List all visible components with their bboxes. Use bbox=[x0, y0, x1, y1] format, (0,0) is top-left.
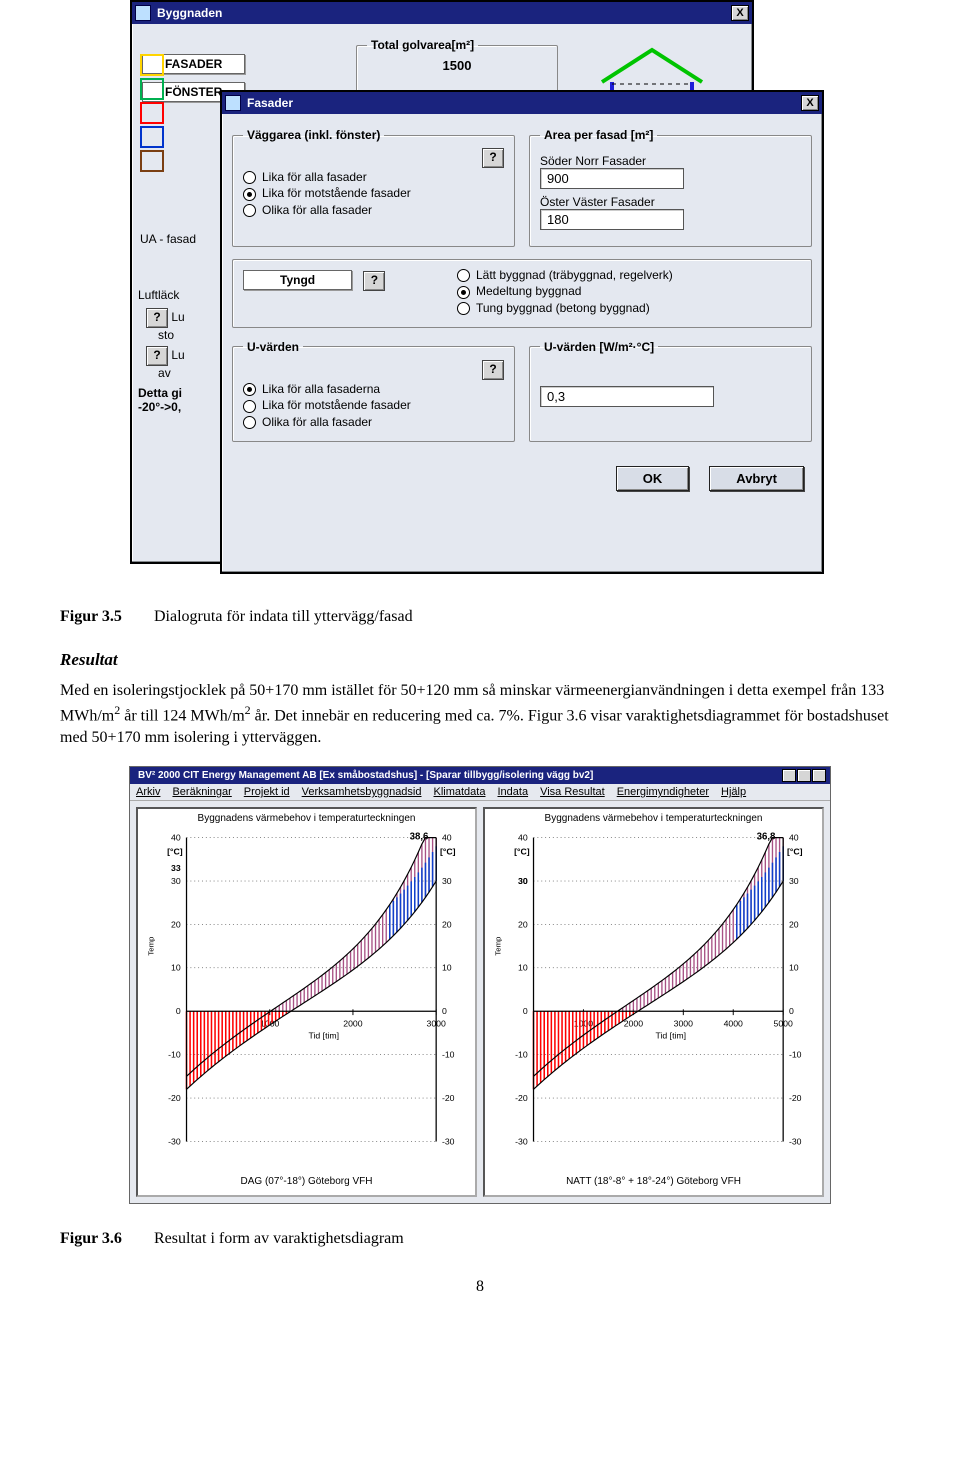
vaggarea-legend: Väggarea (inkl. fönster) bbox=[243, 128, 384, 142]
svg-text:10: 10 bbox=[442, 963, 452, 973]
titlebar-fasader: Fasader X bbox=[222, 92, 822, 114]
svg-text:20: 20 bbox=[789, 919, 799, 929]
svg-text:20: 20 bbox=[442, 919, 452, 929]
svg-text:-10: -10 bbox=[442, 1050, 455, 1060]
uvarden-legend: U-värden bbox=[243, 340, 303, 354]
total-area-label: Total golvarea[m²] bbox=[367, 38, 478, 52]
svg-text:Tid [tim]: Tid [tim] bbox=[656, 1030, 687, 1040]
help-button[interactable]: ? bbox=[363, 271, 385, 291]
svg-text:[°C]: [°C] bbox=[440, 847, 456, 857]
svg-text:0: 0 bbox=[789, 1006, 794, 1016]
menu-bar[interactable]: ArkivBeräkningarProjekt idVerksamhetsbyg… bbox=[130, 784, 830, 801]
u-value-input[interactable]: 0,3 bbox=[540, 386, 714, 407]
app-icon bbox=[135, 5, 151, 21]
uvarden-group-legend: U-värden [W/m²·°C] bbox=[540, 340, 658, 354]
area-per-fasad-legend: Area per fasad [m²] bbox=[540, 128, 657, 142]
radio-option[interactable]: Lika för motstående fasader bbox=[243, 186, 504, 200]
svg-text:0: 0 bbox=[442, 1006, 447, 1016]
window-controls[interactable] bbox=[782, 769, 826, 782]
svg-text:-30: -30 bbox=[789, 1136, 802, 1146]
soder-norr-input[interactable]: 900 bbox=[540, 168, 684, 189]
close-icon[interactable]: X bbox=[801, 95, 819, 111]
svg-text:10: 10 bbox=[518, 963, 528, 973]
ua-fasad-label: UA - fasad bbox=[140, 232, 196, 246]
svg-text:30: 30 bbox=[171, 876, 181, 886]
total-area-value: 1500 bbox=[367, 58, 547, 73]
title-byggnaden: Byggnaden bbox=[157, 6, 222, 20]
svg-text:40: 40 bbox=[518, 833, 528, 843]
radio-option[interactable]: Lika för alla fasaderna bbox=[243, 382, 504, 396]
tyngd-label: Tyngd bbox=[243, 270, 352, 290]
radio-option[interactable]: Lätt byggnad (träbyggnad, regelverk) bbox=[457, 268, 801, 282]
svg-text:Temp: Temp bbox=[494, 937, 503, 956]
svg-text:-30: -30 bbox=[442, 1136, 455, 1146]
cancel-button[interactable]: Avbryt bbox=[709, 466, 804, 491]
radio-option[interactable]: Olika för alla fasader bbox=[243, 203, 504, 217]
window-fasader: Fasader X Väggarea (inkl. fönster) ? Lik… bbox=[220, 90, 824, 574]
svg-text:2000: 2000 bbox=[343, 1019, 362, 1029]
diagram-titlebar: BV² 2000 CIT Energy Management AB [Ex sm… bbox=[130, 767, 830, 784]
svg-text:40: 40 bbox=[789, 833, 799, 843]
svg-text:10: 10 bbox=[789, 963, 799, 973]
svg-text:Tid [tim]: Tid [tim] bbox=[309, 1030, 340, 1040]
dialog-screenshot: Byggnaden X FASADER FÖNSTER Total golvar… bbox=[130, 0, 830, 590]
body-paragraph: Med en isoleringstjocklek på 50+170 mm i… bbox=[60, 680, 900, 748]
svg-text:4000: 4000 bbox=[724, 1019, 743, 1029]
oster-vaster-input[interactable]: 180 bbox=[540, 209, 684, 230]
svg-text:Temp: Temp bbox=[147, 937, 156, 956]
svg-text:40: 40 bbox=[442, 833, 452, 843]
svg-text:33: 33 bbox=[171, 863, 181, 873]
svg-text:-30: -30 bbox=[168, 1136, 181, 1146]
diagram-app-window: BV² 2000 CIT Energy Management AB [Ex sm… bbox=[129, 766, 831, 1204]
svg-text:[°C]: [°C] bbox=[787, 847, 803, 857]
svg-text:-10: -10 bbox=[789, 1050, 802, 1060]
svg-text:3000: 3000 bbox=[674, 1019, 693, 1029]
radio-option[interactable]: Tung byggnad (betong byggnad) bbox=[457, 301, 801, 315]
svg-text:[°C]: [°C] bbox=[167, 847, 183, 857]
svg-text:10: 10 bbox=[171, 963, 181, 973]
svg-text:-20: -20 bbox=[442, 1093, 455, 1103]
soder-norr-label: Söder Norr Fasader bbox=[540, 154, 680, 168]
svg-text:20: 20 bbox=[171, 919, 181, 929]
page-number: 8 bbox=[60, 1278, 900, 1296]
app-icon bbox=[225, 95, 241, 111]
svg-text:0: 0 bbox=[176, 1006, 181, 1016]
left-chart-panel: Byggnadens värmebehov i temperaturteckni… bbox=[136, 807, 477, 1197]
resultat-heading: Resultat bbox=[60, 650, 900, 670]
svg-text:-20: -20 bbox=[168, 1093, 181, 1103]
right-chart-panel: Byggnadens värmebehov i temperaturteckni… bbox=[483, 807, 824, 1197]
ok-button[interactable]: OK bbox=[616, 466, 690, 491]
radio-option[interactable]: Lika för alla fasader bbox=[243, 170, 504, 184]
svg-text:30: 30 bbox=[789, 876, 799, 886]
help-button[interactable]: ? bbox=[146, 346, 168, 366]
svg-text:40: 40 bbox=[171, 833, 181, 843]
figure-3-5-caption: Figur 3.5 Dialogruta för indata till ytt… bbox=[60, 608, 900, 626]
svg-text:30: 30 bbox=[518, 876, 528, 886]
svg-text:[°C]: [°C] bbox=[514, 847, 530, 857]
right-duration-chart: 40 40 30 30 20 20 10 10 0 0 -10 -10 -20 -20 -30 -30 [°C]… bbox=[489, 826, 818, 1174]
close-icon[interactable]: X bbox=[731, 5, 749, 21]
titlebar-byggnaden: Byggnaden X bbox=[132, 2, 752, 24]
help-button[interactable]: ? bbox=[146, 308, 168, 328]
help-button[interactable]: ? bbox=[482, 360, 504, 380]
title-fasader: Fasader bbox=[247, 96, 293, 110]
svg-text:-10: -10 bbox=[168, 1050, 181, 1060]
figure-3-6-caption: Figur 3.6 Resultat i form av varaktighet… bbox=[60, 1230, 900, 1248]
svg-text:-30: -30 bbox=[515, 1136, 528, 1146]
radio-option[interactable]: Olika för alla fasader bbox=[243, 415, 504, 429]
radio-option[interactable]: Medeltung byggnad bbox=[457, 284, 801, 298]
svg-text:20: 20 bbox=[518, 919, 528, 929]
color-stripes bbox=[140, 52, 164, 174]
svg-text:-20: -20 bbox=[789, 1093, 802, 1103]
svg-text:30: 30 bbox=[442, 876, 452, 886]
svg-text:-10: -10 bbox=[515, 1050, 528, 1060]
oster-vaster-label: Öster Väster Fasader bbox=[540, 195, 680, 209]
help-button[interactable]: ? bbox=[482, 148, 504, 168]
svg-text:-20: -20 bbox=[515, 1093, 528, 1103]
svg-text:2000: 2000 bbox=[624, 1019, 643, 1029]
left-duration-chart: 40 40 30 30 20 20 10 10 0 0 -10 -10 -20 -20 -30 -30 [°C]… bbox=[142, 826, 471, 1174]
luftlack-label: Luftläck bbox=[138, 288, 185, 302]
svg-text:0: 0 bbox=[523, 1006, 528, 1016]
radio-option[interactable]: Lika för motstående fasader bbox=[243, 398, 504, 412]
